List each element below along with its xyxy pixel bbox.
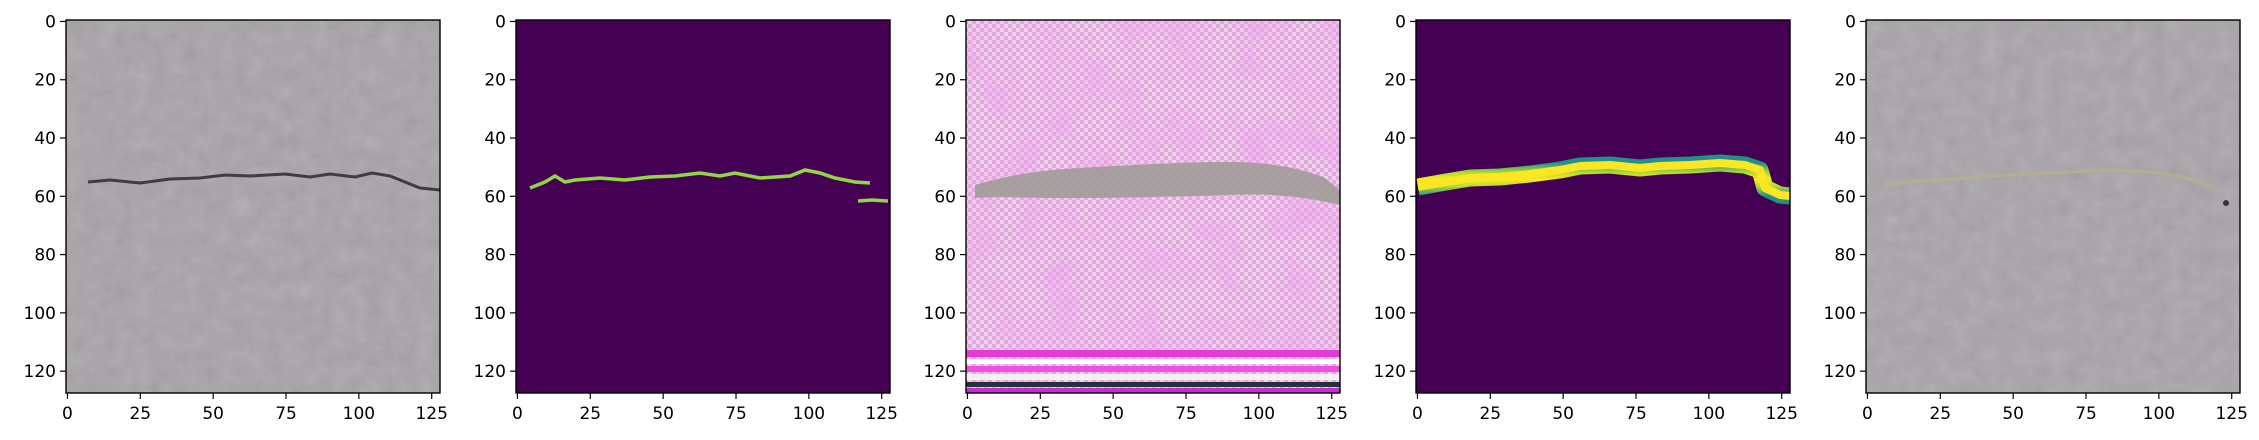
y-tick-label: 80 xyxy=(34,246,56,266)
x-tick-label: 125 xyxy=(2215,404,2247,424)
y-tick-label: 80 xyxy=(1834,246,1856,266)
y-tick-label: 20 xyxy=(484,71,506,91)
y-tick-label: 0 xyxy=(495,12,506,32)
y-tick-label: 80 xyxy=(934,246,956,266)
y-tick-label: 20 xyxy=(1834,71,1856,91)
x-tick-label: 100 xyxy=(1693,404,1725,424)
y-tick-label: 20 xyxy=(934,71,956,91)
y-tick-label: 120 xyxy=(924,362,956,382)
x-tick-label: 50 xyxy=(652,404,674,424)
y-tick-label: 60 xyxy=(934,187,956,207)
x-tick-label: 125 xyxy=(1765,404,1797,424)
y-tick-label: 120 xyxy=(24,362,56,382)
y-tick-label: 20 xyxy=(1384,71,1406,91)
x-tick-label: 25 xyxy=(1929,404,1951,424)
y-tick-label: 100 xyxy=(1824,304,1856,324)
panel-input-photo xyxy=(66,20,440,393)
x-tick-label: 0 xyxy=(512,404,523,424)
y-tick-label: 120 xyxy=(1824,362,1856,382)
y-tick-label: 60 xyxy=(484,187,506,207)
x-tick-label: 125 xyxy=(1315,404,1347,424)
x-tick-label: 100 xyxy=(2143,404,2175,424)
y-tick-label: 40 xyxy=(1834,129,1856,149)
y-tick-label: 120 xyxy=(1374,362,1406,382)
y-tick-label: 100 xyxy=(474,304,506,324)
panel-frames xyxy=(65,19,2241,394)
panel-generated-image xyxy=(966,20,1340,393)
y-tick-label: 0 xyxy=(1845,12,1856,32)
x-tick-label: 25 xyxy=(1029,404,1051,424)
crack-line xyxy=(87,171,440,192)
y-tick-label: 100 xyxy=(1374,304,1406,324)
x-tick-label: 75 xyxy=(2075,404,2097,424)
y-tick-label: 40 xyxy=(484,129,506,149)
y-tick-label: 40 xyxy=(1384,129,1406,149)
x-tick-label: 0 xyxy=(962,404,973,424)
x-tick-label: 75 xyxy=(275,404,297,424)
y-tick-label: 80 xyxy=(1384,246,1406,266)
mask-line-tail xyxy=(857,198,889,203)
x-tick-label: 125 xyxy=(865,404,897,424)
y-tick-label: 0 xyxy=(1395,12,1406,32)
y-tick-label: 40 xyxy=(934,129,956,149)
y-tick-label: 60 xyxy=(1834,187,1856,207)
panel-overlay xyxy=(1866,20,2240,393)
y-tick-label: 0 xyxy=(945,12,956,32)
y-tick-label: 20 xyxy=(34,71,56,91)
y-tick-label: 0 xyxy=(45,12,56,32)
predicted-band-core xyxy=(1417,159,1790,200)
y-tick-label: 60 xyxy=(1384,187,1406,207)
y-tick-label: 40 xyxy=(34,129,56,149)
y-tick-label: 120 xyxy=(474,362,506,382)
x-tick-label: 0 xyxy=(1412,404,1423,424)
x-tick-label: 50 xyxy=(202,404,224,424)
x-tick-label: 75 xyxy=(725,404,747,424)
y-tick-label: 100 xyxy=(24,304,56,324)
x-tick-label: 100 xyxy=(1243,404,1275,424)
x-tick-label: 100 xyxy=(793,404,825,424)
x-tick-label: 25 xyxy=(129,404,151,424)
overlay-crack xyxy=(1884,168,2216,190)
x-tick-label: 75 xyxy=(1625,404,1647,424)
generated-crack-band xyxy=(975,162,1340,205)
axes-layer: 0 25 50 75 100 125 0 20 40 60 80 100 120 0 25 50 75 100 12… xyxy=(24,12,2248,424)
x-tick-label: 50 xyxy=(1102,404,1124,424)
x-tick-label: 50 xyxy=(1552,404,1574,424)
x-tick-label: 25 xyxy=(1479,404,1501,424)
x-tick-label: 50 xyxy=(2002,404,2024,424)
mask-line xyxy=(529,168,871,190)
x-tick-label: 25 xyxy=(579,404,601,424)
y-tick-label: 60 xyxy=(34,187,56,207)
y-tick-label: 100 xyxy=(924,304,956,324)
panel-ground-truth-mask xyxy=(516,20,890,393)
x-tick-label: 75 xyxy=(1175,404,1197,424)
panel-predicted-mask xyxy=(1416,20,1790,393)
x-tick-label: 0 xyxy=(62,404,73,424)
y-tick-label: 80 xyxy=(484,246,506,266)
x-tick-label: 0 xyxy=(1862,404,1873,424)
x-tick-label: 125 xyxy=(415,404,447,424)
x-tick-label: 100 xyxy=(343,404,375,424)
